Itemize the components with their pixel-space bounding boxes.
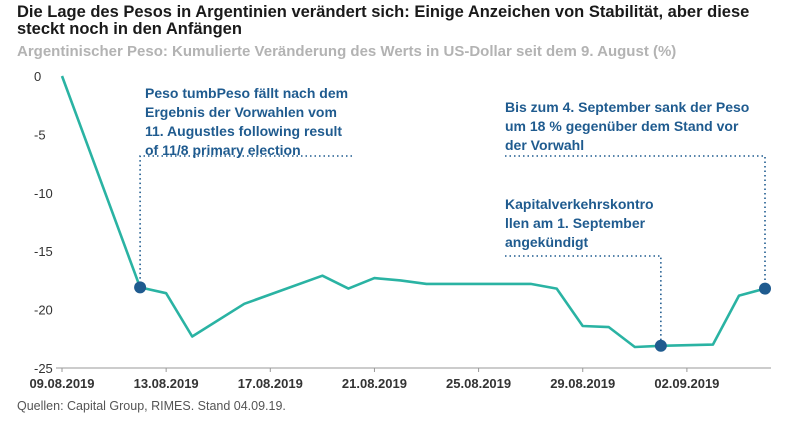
annotation-text-0: Peso tumbPeso fällt nach dem Ergebnis der… [145,85,348,158]
annotation-line: of 11/8 primary election [145,142,301,158]
x-tick-label: 02.09.2019 [654,376,719,391]
annotation-line: Kapitalverkehrskontro [505,196,654,212]
annotation-line: der Vorwahl [505,137,584,153]
annotation-text-1: Kapitalverkehrskontro llen am 1. Septembe… [505,196,654,250]
x-tick-label: 21.08.2019 [342,376,407,391]
y-tick-label: 0 [34,69,41,84]
chart-title: Die Lage des Pesos in Argentinien veränd… [17,3,750,38]
annotation-texts: Peso tumbPeso fällt nach dem Ergebnis der… [145,85,749,250]
y-tick-label: -15 [34,244,53,259]
x-tick-label: 09.08.2019 [29,376,94,391]
annotation-line: Peso tumbPeso fällt nach dem [145,85,348,101]
annotation-leader-1 [505,255,662,346]
y-axis: 0 -5 -10 -15 -20 -25 [34,69,53,376]
annotation-leaders [139,155,766,346]
annotation-marker-0 [134,281,147,294]
x-tick-label: 17.08.2019 [238,376,303,391]
annotation-leader-0 [139,155,352,288]
chart-subtitle: Argentinischer Peso: Kumulierte Veränder… [17,43,677,60]
x-tick-label: 25.08.2019 [446,376,511,391]
annotation-leader-2 [505,155,766,289]
annotation-line: um 18 % gegenüber dem Stand vor [505,118,739,134]
y-tick-label: -20 [34,303,53,318]
source-note: Quellen: Capital Group, RIMES. Stand 04.… [17,399,286,413]
y-tick-label: -25 [34,361,53,376]
x-tick-label: 29.08.2019 [550,376,615,391]
y-tick-label: -10 [34,186,53,201]
annotation-line: Bis zum 4. September sank der Peso [505,99,749,115]
annotation-text-2: Bis zum 4. September sank der Peso um 18 … [505,99,749,153]
annotation-line: 11. Augustles following result [145,123,342,139]
x-axis: 09.08.2019 13.08.2019 17.08.2019 21.08.2019… [29,367,771,391]
annotation-marker-2 [759,282,771,295]
annotation-line: angekündigt [505,234,589,250]
x-tick-label: 13.08.2019 [134,376,199,391]
y-tick-label: -5 [34,127,46,142]
annotation-markers [134,281,771,352]
annotation-line: llen am 1. September [505,215,646,231]
annotation-marker-1 [654,339,667,352]
annotation-line: Ergebnis der Vorwahlen vom [145,104,337,120]
